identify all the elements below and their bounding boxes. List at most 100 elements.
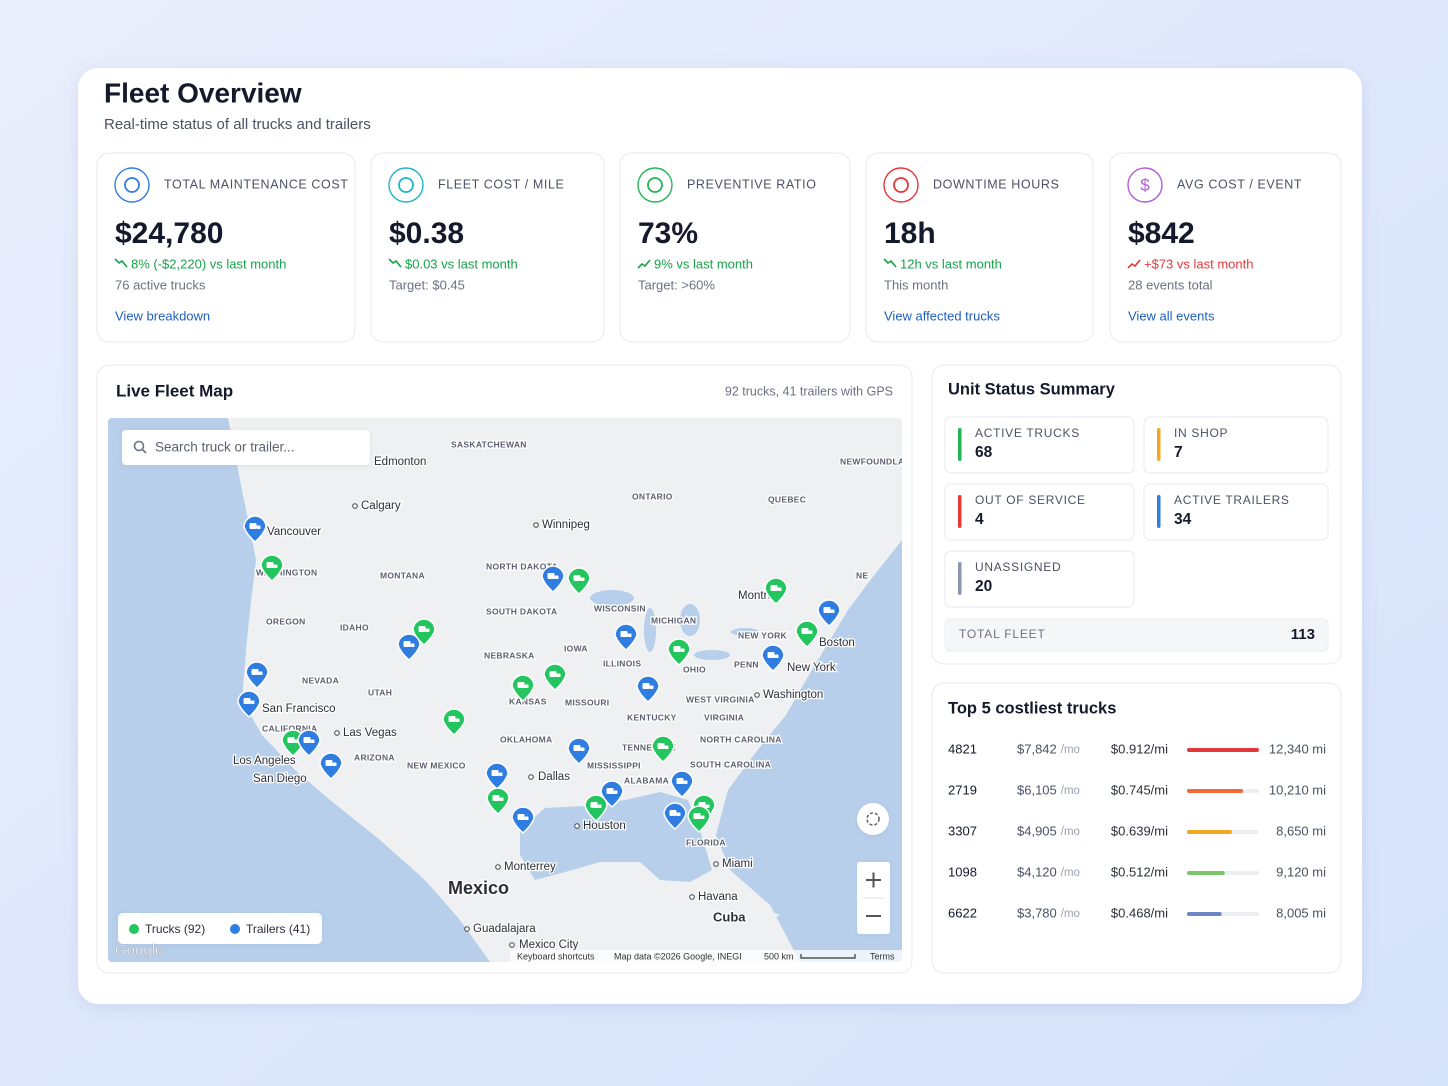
marker-pin — [486, 787, 510, 816]
fleet-marker[interactable] — [584, 794, 608, 823]
kpi-icon-glyph — [398, 177, 414, 193]
city-label: Los Angeles — [233, 755, 296, 767]
fleet-marker[interactable] — [764, 577, 788, 606]
fleet-marker[interactable] — [761, 644, 785, 673]
fleet-marker[interactable] — [543, 663, 567, 692]
fleet-marker[interactable] — [245, 661, 269, 690]
fleet-marker[interactable] — [442, 708, 466, 737]
fleet-marker[interactable] — [670, 770, 694, 799]
zoom-in[interactable] — [866, 872, 881, 888]
city-label: Boston — [819, 637, 855, 649]
kpi-link[interactable]: View all events — [1128, 308, 1215, 323]
fleet-marker[interactable] — [485, 762, 509, 791]
city-label: Washington — [763, 689, 823, 701]
fleet-marker[interactable] — [687, 805, 711, 834]
fleet-marker[interactable] — [567, 567, 591, 596]
status-value: 4 — [975, 511, 984, 528]
region-label: ARIZONA — [354, 752, 395, 762]
fleet-marker[interactable] — [600, 780, 624, 809]
region-label: QUEBEC — [768, 494, 806, 504]
kpi-link[interactable]: View affected trucks — [884, 308, 1000, 323]
region-label: IDAHO — [340, 622, 369, 632]
kpi-icon-glyph — [647, 177, 663, 193]
marker-truck-glyph — [556, 673, 561, 677]
marker-truck-glyph — [250, 700, 255, 704]
marker-pin — [511, 806, 535, 835]
region-label: SASKATCHEWAN — [451, 439, 527, 449]
map-summary: 92 trucks, 41 trailers with GPS — [725, 384, 893, 398]
fleet-marker[interactable] — [486, 787, 510, 816]
truck-id: 6622 — [948, 905, 977, 920]
status-color-bar — [958, 495, 962, 528]
marker-truck-glyph — [657, 743, 665, 749]
marker-truck-glyph — [498, 772, 503, 776]
map-attribution: Keyboard shortcuts Map data ©2026 Google,… — [510, 950, 902, 962]
kpi-label: DOWNTIME HOURS — [933, 177, 1059, 191]
marker-truck-glyph — [597, 804, 602, 808]
status-tile — [1143, 416, 1329, 474]
kpi-link[interactable]: View breakdown — [115, 308, 210, 323]
fleet-marker[interactable] — [541, 565, 565, 594]
legend-label: Trailers (41) — [246, 922, 310, 936]
trend-arrow — [388, 258, 402, 268]
fleet-marker[interactable] — [667, 638, 691, 667]
marker-truck-glyph — [705, 804, 710, 808]
kpi-icon-glyph — [124, 177, 140, 193]
truck-miles: 8,650 mi — [1276, 823, 1326, 838]
trend-arrow — [637, 259, 651, 269]
fleet-marker[interactable] — [511, 674, 535, 703]
marker-pin — [237, 690, 261, 719]
cost-bar — [1187, 912, 1222, 916]
region-label: MICHIGAN — [651, 615, 696, 625]
truck-cost-per-mile: $0.468/mi — [1111, 905, 1168, 920]
marker-truck-glyph — [549, 671, 557, 677]
lake-ontario — [731, 628, 759, 636]
marker-truck-glyph — [774, 654, 779, 658]
locate-button[interactable] — [857, 803, 889, 835]
fleet-marker[interactable] — [260, 554, 284, 583]
marker-truck-glyph — [770, 585, 778, 591]
kpi-delta: 9% vs last month — [654, 256, 753, 271]
kpi-icon — [114, 167, 150, 203]
scale-bar — [800, 954, 856, 959]
region-label: OHIO — [683, 664, 706, 674]
fleet-marker[interactable] — [243, 515, 267, 544]
truck-cost-per-mile: $0.639/mi — [1111, 823, 1168, 838]
fleet-marker[interactable] — [397, 633, 421, 662]
city-label: Monterrey — [504, 861, 556, 873]
trend-arrow — [883, 258, 897, 268]
search-box[interactable]: Search truck or trailer... — [122, 430, 370, 465]
fleet-marker[interactable] — [567, 737, 591, 766]
kpi-note: This month — [884, 277, 948, 292]
marker-truck-glyph — [823, 607, 831, 613]
total-fleet-row — [944, 618, 1329, 652]
marker-truck-glyph — [303, 737, 311, 743]
fleet-marker[interactable] — [795, 620, 819, 649]
marker-truck-glyph — [524, 684, 529, 688]
locate-icon — [866, 812, 880, 826]
truck-cost-per-mile: $0.512/mi — [1111, 864, 1168, 879]
search-field[interactable] — [122, 430, 370, 465]
city-label: Guadalajara — [473, 923, 536, 935]
city-dot — [528, 774, 534, 780]
fleet-marker[interactable] — [651, 735, 675, 764]
fleet-marker[interactable] — [319, 752, 343, 781]
marker-truck-glyph — [243, 698, 251, 704]
marker-truck-glyph — [673, 646, 681, 652]
fleet-marker[interactable] — [614, 623, 638, 652]
fleet-marker[interactable] — [636, 675, 660, 704]
marker-truck-glyph — [700, 815, 705, 819]
city-label: Miami — [722, 858, 753, 870]
fleet-marker[interactable] — [511, 806, 535, 835]
map[interactable]: SASKATCHEWANEdmontonCalgaryVancouverWASH… — [108, 418, 993, 962]
kpi-value: $0.38 — [389, 217, 464, 250]
fleet-marker[interactable] — [663, 802, 687, 831]
region-label: IOWA — [564, 643, 588, 653]
fleet-marker[interactable] — [817, 599, 841, 628]
fleet-marker[interactable] — [237, 690, 261, 719]
marker-pin — [663, 802, 687, 831]
kpi-note: 76 active trucks — [115, 277, 206, 292]
marker-truck-glyph — [455, 718, 460, 722]
marker-truck-glyph — [573, 745, 581, 751]
fleet-marker[interactable] — [297, 729, 321, 758]
